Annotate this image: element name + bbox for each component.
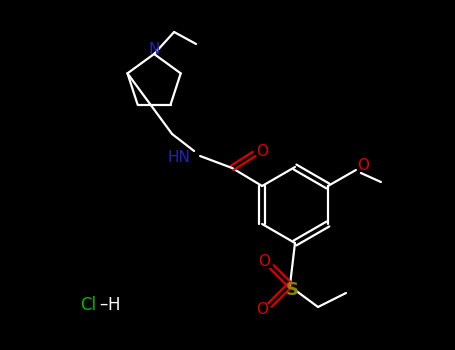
Text: H: H (108, 296, 120, 314)
Text: O: O (256, 144, 268, 159)
Text: O: O (256, 302, 268, 317)
Text: S: S (285, 281, 298, 299)
Text: HN: HN (167, 150, 190, 166)
Text: Cl: Cl (80, 296, 96, 314)
Text: –: – (99, 295, 107, 313)
Text: O: O (258, 254, 270, 270)
Text: N: N (148, 42, 160, 56)
Text: O: O (357, 159, 369, 174)
